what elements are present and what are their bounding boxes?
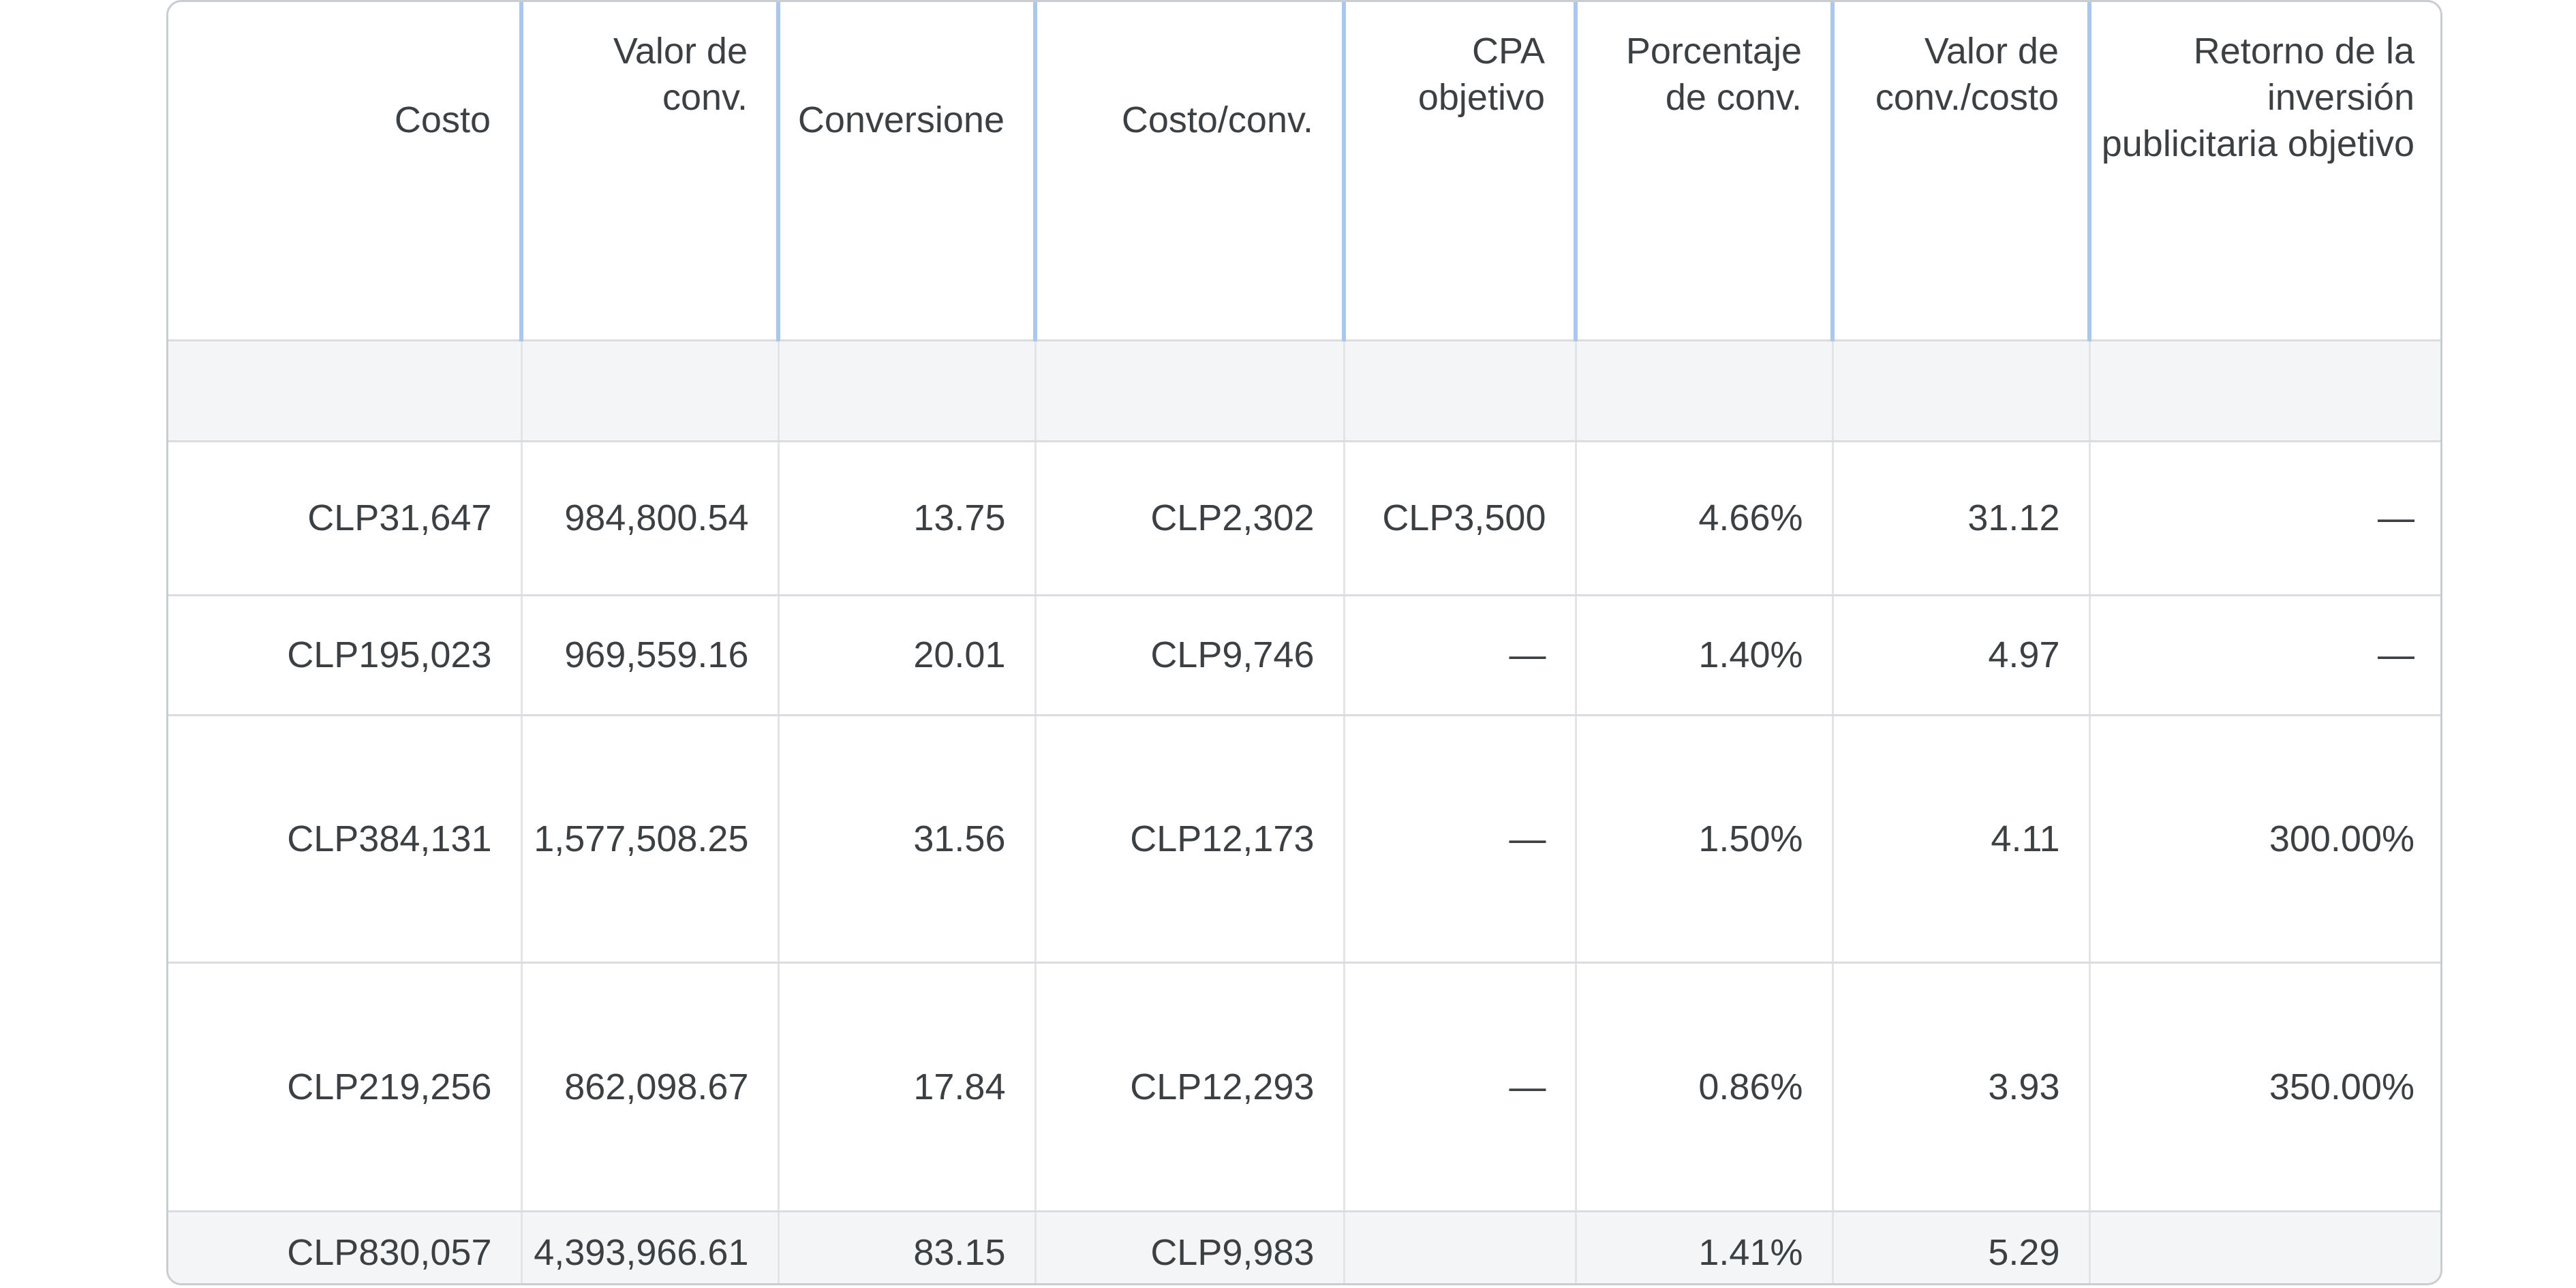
total-cell <box>1344 1211 1577 1283</box>
column-header-cpa-objetivo[interactable]: CPA objetivo <box>1344 2 1578 341</box>
column-header-valor-conv-costo[interactable]: Valor de conv./costo <box>1833 2 2091 341</box>
column-header-valor-de-conv[interactable]: Valor de conv. <box>521 2 780 341</box>
table-cell <box>1035 340 1345 442</box>
column-header-costo-conv[interactable]: Costo/conv. <box>1035 2 1346 341</box>
table-cell: 17.84 <box>778 962 1037 1212</box>
table-cell <box>521 340 780 442</box>
table-cell: 4.97 <box>1833 595 2091 716</box>
table-cell: CLP12,173 <box>1035 715 1345 964</box>
table-cell <box>2089 340 2440 442</box>
table-cell: CLP2,302 <box>1035 441 1345 596</box>
table-cell: 13.75 <box>778 441 1037 596</box>
header-row: Costo Valor de conv. Conversione Costo/c… <box>168 2 2440 341</box>
table-cell: 4.66% <box>1576 441 1834 596</box>
table-cell: CLP12,293 <box>1035 962 1345 1212</box>
table-cell <box>1576 340 1834 442</box>
table-cell: 20.01 <box>778 595 1037 716</box>
table-cell: 0.86% <box>1576 962 1834 1212</box>
table-cell: 300.00% <box>2089 715 2440 964</box>
metrics-table-card: Costo Valor de conv. Conversione Costo/c… <box>166 0 2442 1285</box>
column-header-porcentaje-de-conv[interactable]: Porcentaje de conv. <box>1576 2 1835 341</box>
total-cell: 1.41% <box>1576 1211 1834 1283</box>
table-row[interactable]: CLP384,131 1,577,508.25 31.56 CLP12,173 … <box>168 715 2440 964</box>
table-cell: 31.56 <box>778 715 1037 964</box>
table-cell: CLP195,023 <box>168 595 523 716</box>
table-cell: 31.12 <box>1833 441 2091 596</box>
table-cell: 984,800.54 <box>521 441 780 596</box>
column-header-retorno-inversion-objetivo[interactable]: Retorno de la inversión publicitaria obj… <box>2089 2 2440 341</box>
table-cell: CLP3,500 <box>1344 441 1577 596</box>
table-cell <box>1833 340 2091 442</box>
table-cell: CLP384,131 <box>168 715 523 964</box>
table-cell: — <box>1344 595 1577 716</box>
total-cell: 83.15 <box>778 1211 1037 1283</box>
total-cell <box>2089 1211 2440 1283</box>
total-cell: 5.29 <box>1833 1211 2091 1283</box>
table-cell: — <box>1344 715 1577 964</box>
table-cell: 1,577,508.25 <box>521 715 780 964</box>
table-cell: — <box>1344 962 1577 1212</box>
table-row[interactable]: CLP31,647 984,800.54 13.75 CLP2,302 CLP3… <box>168 441 2440 596</box>
table-cell: 3.93 <box>1833 962 2091 1212</box>
metrics-table: Costo Valor de conv. Conversione Costo/c… <box>168 2 2440 1283</box>
table-cell: CLP219,256 <box>168 962 523 1212</box>
table-row[interactable]: CLP219,256 862,098.67 17.84 CLP12,293 — … <box>168 962 2440 1212</box>
table-cell: 862,098.67 <box>521 962 780 1212</box>
table-cell: CLP31,647 <box>168 441 523 596</box>
table-cell: — <box>2089 595 2440 716</box>
table-cell <box>1344 340 1577 442</box>
total-cell: CLP830,057 <box>168 1211 523 1283</box>
table-row[interactable]: CLP195,023 969,559.16 20.01 CLP9,746 — 1… <box>168 595 2440 716</box>
summary-row-empty <box>168 340 2440 442</box>
total-cell: 4,393,966.61 <box>521 1211 780 1283</box>
table-cell: — <box>2089 441 2440 596</box>
table-cell: 350.00% <box>2089 962 2440 1212</box>
table-cell: CLP9,746 <box>1035 595 1345 716</box>
table-cell: 1.40% <box>1576 595 1834 716</box>
column-header-costo[interactable]: Costo <box>168 2 523 341</box>
table-cell: 969,559.16 <box>521 595 780 716</box>
total-row: CLP830,057 4,393,966.61 83.15 CLP9,983 1… <box>168 1211 2440 1283</box>
table-cell: 1.50% <box>1576 715 1834 964</box>
column-header-conversiones[interactable]: Conversione <box>778 2 1037 341</box>
table-cell <box>168 340 523 442</box>
total-cell: CLP9,983 <box>1035 1211 1345 1283</box>
table-cell <box>778 340 1037 442</box>
table-cell: 4.11 <box>1833 715 2091 964</box>
